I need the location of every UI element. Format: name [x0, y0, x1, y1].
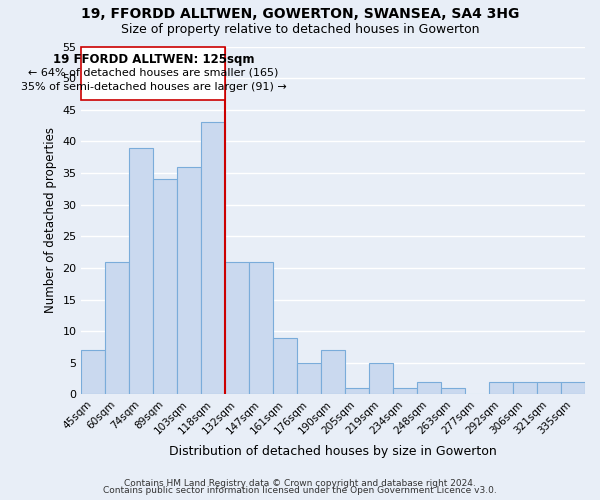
Bar — [106, 262, 130, 394]
Text: Contains HM Land Registry data © Crown copyright and database right 2024.: Contains HM Land Registry data © Crown c… — [124, 478, 476, 488]
Bar — [345, 388, 369, 394]
Bar — [273, 338, 297, 394]
Bar — [249, 262, 273, 394]
Text: 35% of semi-detached houses are larger (91) →: 35% of semi-detached houses are larger (… — [20, 82, 286, 92]
Bar — [178, 166, 202, 394]
Text: ← 64% of detached houses are smaller (165): ← 64% of detached houses are smaller (16… — [28, 68, 278, 78]
Bar — [441, 388, 465, 394]
Bar — [513, 382, 537, 394]
Bar — [202, 122, 226, 394]
Bar — [154, 180, 178, 394]
Bar — [130, 148, 154, 394]
Bar — [321, 350, 345, 395]
FancyBboxPatch shape — [82, 46, 226, 100]
Bar — [297, 363, 321, 394]
Bar — [82, 350, 106, 395]
Bar — [393, 388, 417, 394]
Bar — [226, 262, 249, 394]
Y-axis label: Number of detached properties: Number of detached properties — [44, 128, 57, 314]
Text: 19, FFORDD ALLTWEN, GOWERTON, SWANSEA, SA4 3HG: 19, FFORDD ALLTWEN, GOWERTON, SWANSEA, S… — [81, 8, 519, 22]
Text: Size of property relative to detached houses in Gowerton: Size of property relative to detached ho… — [121, 22, 479, 36]
Bar — [489, 382, 513, 394]
Bar — [561, 382, 585, 394]
Bar — [369, 363, 393, 394]
X-axis label: Distribution of detached houses by size in Gowerton: Distribution of detached houses by size … — [169, 444, 497, 458]
Bar — [417, 382, 441, 394]
Bar — [537, 382, 561, 394]
Text: Contains public sector information licensed under the Open Government Licence v3: Contains public sector information licen… — [103, 486, 497, 495]
Text: 19 FFORDD ALLTWEN: 125sqm: 19 FFORDD ALLTWEN: 125sqm — [53, 53, 254, 66]
